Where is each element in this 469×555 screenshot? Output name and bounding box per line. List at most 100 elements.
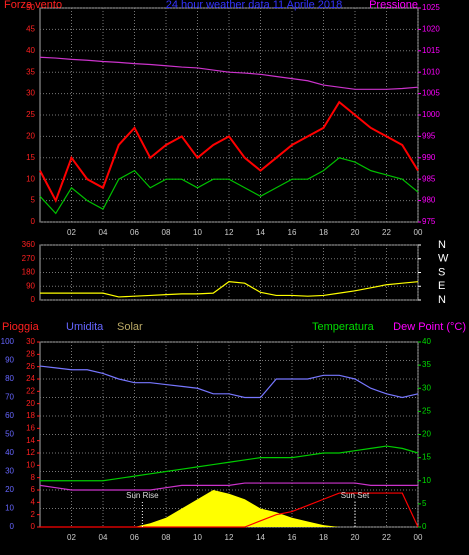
y-tick-label: 70 [5,393,14,402]
y-tick-label: W [438,253,449,265]
y-tick-label: 50 [5,430,14,439]
y-tick-label: S [438,266,445,278]
x-tick-label: 14 [256,533,265,542]
y-tick-label: 8 [31,473,36,482]
y-tick-label: 28 [26,349,35,358]
y-tick-label: 1015 [422,46,440,55]
y-tick-label: 990 [422,153,436,162]
y-tick-label: 10 [26,174,35,183]
y-tick-label: 30 [26,337,35,346]
y-tick-label: 980 [422,196,436,205]
y-tick-label: 15 [422,453,431,462]
x-tick-label: 12 [225,533,234,542]
y2-axis-title: Pressione [369,0,418,11]
y-tick-label: 50 [26,3,35,12]
y-tick-label: 975 [422,217,436,226]
x-tick-label: 16 [288,533,297,542]
x-tick-label: 20 [351,533,360,542]
y2b-axis-title: Dew Point (°C) [393,321,466,333]
y2-axis-title: Temperatura [312,321,375,333]
chart-title: 24 hour weather data 11 Aprile 2018 [166,0,343,11]
y-tick-label: N [438,294,446,306]
y-tick-label: 20 [26,132,35,141]
y-tick-label: 2 [31,510,36,519]
y-tick-label: 60 [5,411,14,420]
x-tick-label: 00 [414,228,423,237]
x-tick-label: 04 [99,533,108,542]
y-tick-label: 18 [26,411,35,420]
annotation: Sun Rise [126,491,159,500]
x-tick-label: 18 [319,533,328,542]
series-line [40,445,419,482]
solar-area [40,490,418,527]
y-tick-label: 4 [31,497,36,506]
y-tick-label: 0 [422,522,427,531]
y-tick-label: 10 [5,504,14,513]
y-tick-label: 25 [422,406,431,415]
y-axis-title: Forza vento [4,0,62,11]
x-tick-label: 14 [256,228,265,237]
y-tick-label: 40 [5,448,14,457]
y-tick-label: 20 [26,399,35,408]
y-tick-label: 40 [422,337,431,346]
y-tick-label: 100 [1,337,15,346]
annotation: Sun Set [341,491,370,500]
y-axis-title: Umidita [66,321,104,333]
x-tick-label: 02 [67,533,76,542]
y-tick-label: 30 [5,467,14,476]
y-tick-label: 15 [26,153,35,162]
x-tick-label: 20 [351,228,360,237]
y-tick-label: 20 [422,430,431,439]
x-tick-label: 04 [99,228,108,237]
y-tick-label: 1010 [422,67,440,76]
series-line [39,100,419,204]
y-tick-label: 26 [26,362,35,371]
y-tick-label: 90 [26,281,35,290]
x-tick-label: 02 [67,228,76,237]
y-tick-label: E [438,280,445,292]
y-tick-label: 180 [22,268,36,277]
y-tick-label: 22 [26,386,35,395]
y-tick-label: 45 [26,25,35,34]
x-tick-label: 06 [130,228,139,237]
y-tick-label: 6 [31,485,36,494]
x-tick-label: 22 [382,533,391,542]
y-tick-label: 0 [31,217,36,226]
x-tick-label: 10 [193,228,202,237]
y-tick-label: 1005 [422,89,440,98]
y3-axis-title: Pioggia [2,321,40,333]
y-tick-label: 995 [422,132,436,141]
series-line [39,56,419,90]
x-tick-label: 08 [162,533,171,542]
y-tick-label: 35 [26,67,35,76]
y-tick-label: 0 [31,295,36,304]
y-tick-label: 10 [422,476,431,485]
x-tick-label: 08 [162,228,171,237]
y-tick-label: N [438,239,446,251]
y-tick-label: 1020 [422,25,440,34]
y-tick-label: 360 [22,240,36,249]
y-tick-label: 35 [422,360,431,369]
x-tick-label: 00 [414,533,423,542]
y-tick-label: 30 [26,89,35,98]
y-tick-label: 10 [26,460,35,469]
series-line [39,157,419,215]
solar-title: Solar [117,321,143,333]
y-tick-label: 985 [422,174,436,183]
x-tick-label: 18 [319,228,328,237]
y-tick-label: 12 [26,448,35,457]
y-tick-label: 1025 [422,3,440,12]
series-line [40,492,419,528]
y-tick-label: 90 [5,356,14,365]
x-tick-label: 10 [193,533,202,542]
y-tick-label: 5 [422,499,427,508]
y-tick-label: 30 [422,383,431,392]
x-tick-label: 22 [382,228,391,237]
y-tick-label: 25 [26,110,35,119]
y-tick-label: 40 [26,46,35,55]
y-tick-label: 24 [26,374,35,383]
y-tick-label: 16 [26,423,35,432]
y-tick-label: 270 [22,254,36,263]
series-line [39,482,418,491]
